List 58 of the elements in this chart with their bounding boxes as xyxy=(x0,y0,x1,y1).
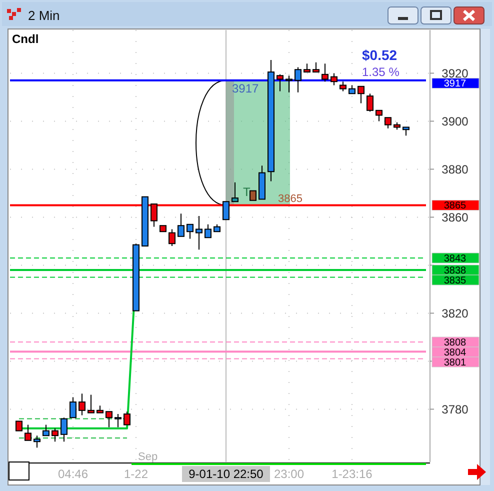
y-tick-label: 3880 xyxy=(442,162,469,176)
ref-line-label: 3843 xyxy=(444,254,467,264)
ref-line-label: 3835 xyxy=(444,276,467,286)
candlestick xyxy=(366,93,374,112)
y-tick-label: 3920 xyxy=(442,66,469,80)
candlestick xyxy=(376,110,382,122)
ref-line-label: 3804 xyxy=(444,348,467,358)
ref-line-label: 3865 xyxy=(444,200,467,212)
candlestick xyxy=(124,411,130,426)
candlestick xyxy=(312,62,320,72)
candlestick xyxy=(330,72,338,86)
annotation: Cndl xyxy=(12,32,39,46)
candlestick xyxy=(70,396,76,418)
x-tick-label: 04:46 xyxy=(58,467,88,481)
candlestick xyxy=(114,414,122,428)
candlestick xyxy=(358,86,364,104)
ref-line-label: 3808 xyxy=(444,338,467,348)
candlestick xyxy=(16,420,22,432)
annotation: 1.35 % xyxy=(362,65,400,79)
candlestick xyxy=(232,182,238,202)
annotation: $0.52 xyxy=(362,47,398,63)
ref-line-label: 3917 xyxy=(444,78,467,90)
ref-line-label: 3838 xyxy=(444,266,467,276)
candlestick xyxy=(384,117,392,129)
candlestick xyxy=(34,435,40,448)
annotation: 3865 xyxy=(278,193,302,206)
candlestick xyxy=(294,66,302,93)
candlestick xyxy=(250,190,256,201)
y-tick-label: 3900 xyxy=(442,114,469,128)
candlestick xyxy=(222,201,230,220)
candlestick xyxy=(322,63,328,82)
y-tick-label: 3820 xyxy=(442,306,469,320)
candlestick xyxy=(52,428,58,442)
candlestick xyxy=(196,216,202,250)
candlestick xyxy=(88,394,94,414)
candlestick xyxy=(340,81,346,92)
x-tick-label: 23:00 xyxy=(274,467,304,481)
candlestick xyxy=(150,204,158,228)
candlestick xyxy=(178,213,184,237)
candlestick xyxy=(42,424,50,436)
chart-title: 2 Min xyxy=(28,8,60,23)
x-tick-label: 1-23:16 xyxy=(332,467,373,481)
x-tick-label: 9-01-10 22:50 xyxy=(188,467,264,481)
ref-line-label: 3801 xyxy=(444,358,467,368)
candlestick xyxy=(276,74,284,92)
candlestick xyxy=(24,424,32,441)
candlestick xyxy=(60,417,68,442)
x-tick-label: 1-22 xyxy=(124,467,148,481)
candlestick xyxy=(168,228,176,246)
candlestick xyxy=(186,224,194,240)
y-tick-label: 3780 xyxy=(442,402,469,416)
candlestick xyxy=(106,411,112,428)
candlestick xyxy=(286,75,292,93)
candlestick xyxy=(78,393,86,416)
candlestick xyxy=(204,224,212,238)
annotation: Sep xyxy=(138,451,158,463)
annotation: 3917 xyxy=(232,81,260,96)
y-tick-label: 3860 xyxy=(442,210,469,224)
